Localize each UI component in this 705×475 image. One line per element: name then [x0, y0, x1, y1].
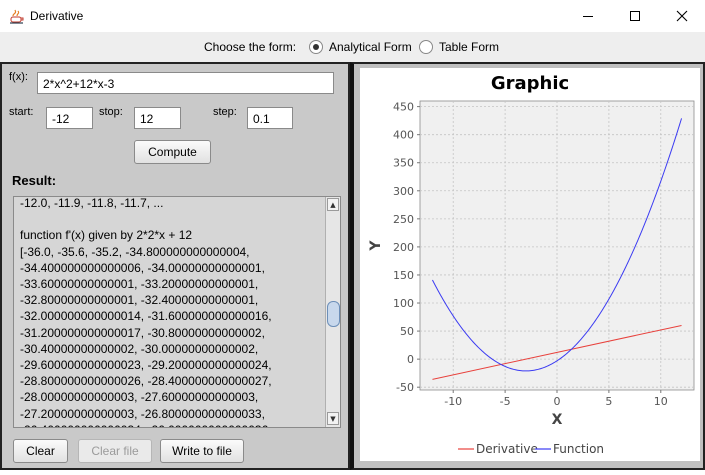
input-panel: f(x): 2*x^2+12*x-3 start: -12 stop: 12 s… — [0, 62, 350, 470]
result-line: -33.60000000000001, -33.20000000000001, — [20, 277, 259, 292]
java-app-icon — [9, 8, 25, 24]
legend-function-label: Function — [553, 442, 604, 456]
close-icon — [676, 10, 688, 22]
step-input[interactable]: 0.1 — [247, 107, 293, 129]
y-axis-label: Y — [368, 240, 384, 252]
fx-label: f(x): — [9, 71, 28, 83]
title-bar: Derivative — [0, 0, 705, 32]
stop-label: stop: — [99, 106, 123, 118]
result-line: -30.40000000000002, -30.00000000000002, — [20, 341, 259, 356]
analytical-form-label[interactable]: Analytical Form — [329, 40, 412, 54]
start-input[interactable]: -12 — [46, 107, 93, 129]
result-textarea[interactable]: -12.0, -11.9, -11.8, -11.7, ... function… — [13, 196, 341, 428]
derivative-series-line — [432, 324, 682, 380]
y-tick-label: 450 — [393, 101, 414, 114]
y-tick-label: 50 — [400, 325, 414, 338]
y-tick-label: -50 — [396, 381, 414, 394]
start-label: start: — [9, 106, 34, 118]
chart-title: Graphic — [491, 73, 569, 94]
x-axis-label: X — [552, 412, 563, 428]
maximize-icon — [630, 11, 640, 21]
y-tick-label: 400 — [393, 129, 414, 142]
y-tick-label: 250 — [393, 213, 414, 226]
result-line: -32.80000000000001, -32.40000000000001, — [20, 293, 259, 308]
result-line: -28.800000000000026, -28.400000000000027… — [20, 374, 272, 389]
clear-file-button[interactable]: Clear file — [78, 439, 152, 463]
result-line: -27.20000000000003, -26.800000000000033, — [20, 406, 265, 421]
table-form-radio[interactable] — [419, 40, 433, 54]
result-line — [20, 211, 325, 227]
legend-derivative-label: Derivative — [476, 442, 538, 456]
result-label: Result: — [12, 173, 57, 188]
fx-input[interactable]: 2*x^2+12*x-3 — [37, 72, 334, 94]
form-selector-label: Choose the form: — [204, 40, 297, 54]
close-button[interactable] — [659, 0, 705, 32]
scrollbar-thumb[interactable] — [327, 301, 340, 327]
analytical-form-radio[interactable] — [309, 40, 323, 54]
table-form-label[interactable]: Table Form — [439, 40, 500, 54]
step-label: step: — [213, 106, 237, 118]
scroll-up-arrow-icon[interactable]: ▲ — [327, 198, 339, 211]
chart-svg: Graphic-10 -5 0 5 10-50050100150200250300350… — [368, 73, 695, 456]
maximize-button[interactable] — [612, 0, 658, 32]
minimize-button[interactable] — [565, 0, 611, 32]
graph-panel: Graphic -10 -5 0 5 10 -50 0 50 100 150 200 250 300 350… — [350, 62, 705, 470]
result-line: [-36.0, -35.6, -35.2, -34.80000000000000… — [20, 244, 250, 259]
y-tick-label: 200 — [393, 241, 414, 254]
result-line: -31.200000000000017, -30.80000000000002, — [20, 325, 265, 340]
x-tick-label: 5 — [605, 395, 612, 408]
y-tick-label: 150 — [393, 269, 414, 282]
minimize-icon — [583, 16, 593, 17]
result-line: -28.00000000000003, -27.60000000000003, — [20, 390, 259, 405]
window-title: Derivative — [30, 9, 84, 23]
x-tick-label: 0 — [554, 395, 561, 408]
stop-input[interactable]: 12 — [134, 107, 181, 129]
form-selector-bar: Choose the form: Analytical Form Table F… — [0, 32, 705, 62]
x-tick-label: -5 — [500, 395, 511, 408]
y-tick-label: 350 — [393, 157, 414, 170]
y-tick-label: 0 — [407, 353, 414, 366]
result-vertical-scrollbar[interactable]: ▲ ▼ — [325, 197, 340, 427]
result-line: -26.400000000000034, -26.000000000000036… — [20, 422, 325, 427]
x-tick-label: -10 — [444, 395, 462, 408]
result-line: function f'(x) given by 2*2*x + 12 — [20, 228, 193, 243]
function-series-line — [432, 118, 683, 372]
scroll-down-arrow-icon[interactable]: ▼ — [327, 412, 339, 425]
result-line: -34.400000000000006, -34.00000000000001, — [20, 260, 265, 275]
y-tick-label: 300 — [393, 185, 414, 198]
compute-button[interactable]: Compute — [134, 140, 211, 164]
result-line: -32.000000000000014, -31.600000000000016… — [20, 309, 272, 324]
result-line: -29.600000000000023, -29.200000000000024… — [20, 358, 272, 373]
result-text: -12.0, -11.9, -11.8, -11.7, ... function… — [20, 196, 325, 427]
chart-canvas: Graphic -10 -5 0 5 10 -50 0 50 100 150 200 250 300 350… — [360, 68, 700, 461]
result-line: -12.0, -11.9, -11.8, -11.7, ... — [20, 196, 164, 210]
write-to-file-button[interactable]: Write to file — [160, 439, 244, 463]
x-tick-label: 10 — [654, 395, 668, 408]
clear-button[interactable]: Clear — [13, 439, 68, 463]
y-tick-label: 100 — [393, 297, 414, 310]
